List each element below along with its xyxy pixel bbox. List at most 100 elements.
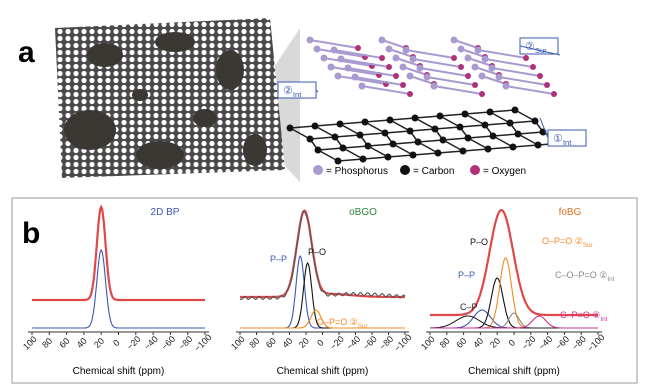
- carbon-atom: [382, 130, 389, 137]
- bond: [418, 140, 443, 142]
- label-subscript: Int: [293, 90, 302, 99]
- phosphorus-atom: [417, 65, 424, 72]
- bond: [468, 136, 493, 138]
- x-tick-label: 60: [454, 336, 468, 350]
- bond: [410, 129, 435, 131]
- bond: [363, 157, 388, 159]
- oxygen-atom: [407, 91, 413, 97]
- spectrum-curve: [32, 207, 205, 300]
- phosphorus-atom: [503, 83, 510, 90]
- legend-marker: [313, 165, 323, 175]
- bond: [360, 133, 385, 135]
- x-axis-label: Chemical shift (ppm): [73, 366, 165, 377]
- x-tick-label: 20: [92, 336, 106, 350]
- carbon-atom: [435, 150, 442, 157]
- oxygen-atom: [465, 73, 471, 79]
- bond: [368, 144, 393, 146]
- plot-title: 2D BP: [151, 207, 180, 218]
- legend-marker: [400, 165, 410, 175]
- label-text: P–O: [308, 247, 326, 257]
- label-text: O–P=O ②: [317, 317, 358, 327]
- peak-annotation: C–P=O ②Int: [560, 310, 608, 323]
- phosphorus-atom: [424, 74, 431, 81]
- bond: [318, 148, 343, 150]
- x-tick-label: 0: [111, 338, 122, 349]
- label-subscript: Int: [563, 138, 572, 147]
- phosphorus-atom: [458, 46, 465, 53]
- phosphorus-atom: [386, 46, 393, 53]
- panel-label: b: [22, 217, 40, 250]
- x-tick-label: 100: [229, 334, 247, 352]
- x-tick-label: −100: [192, 332, 213, 353]
- label-text: C–P=O ②: [560, 310, 600, 320]
- bond: [365, 120, 390, 122]
- phosphorus-atom: [451, 37, 458, 44]
- label-text: O–P=O ②: [542, 236, 583, 246]
- phosphorus-atom: [352, 74, 359, 81]
- bond: [413, 153, 438, 155]
- peak-annotation: C–O–P=O ②Int: [555, 270, 615, 283]
- x-tick-label: −80: [377, 334, 395, 352]
- phosphorus-atom: [328, 64, 335, 71]
- x-tick-label: −20: [520, 334, 538, 352]
- phosphorus-atom: [489, 65, 496, 72]
- carbon-atom: [332, 134, 339, 141]
- carbon-atom: [385, 154, 392, 161]
- carbon-atom: [307, 136, 314, 143]
- bond: [315, 124, 340, 126]
- x-tick-label: −80: [177, 334, 195, 352]
- x-tick-label: 40: [280, 336, 294, 350]
- peak-annotation: O–P=O ②Sur: [542, 236, 593, 249]
- label-text: C–P: [460, 302, 478, 312]
- x-tick-label: −60: [361, 334, 379, 352]
- x-tick-label: 40: [75, 336, 89, 350]
- bond: [463, 149, 488, 151]
- carbon-atom: [465, 135, 472, 142]
- x-tick-label: 80: [40, 336, 54, 350]
- x-tick-label: −60: [159, 334, 177, 352]
- phosphorus-atom: [314, 46, 321, 53]
- carbon-atom: [407, 128, 414, 135]
- x-tick-label: −20: [125, 334, 143, 352]
- phosphorus-atom: [431, 83, 438, 90]
- x-tick-label: 80: [438, 336, 452, 350]
- oxygen-atom: [400, 82, 406, 88]
- phosphorus-atom: [410, 56, 417, 63]
- carbon-atom: [412, 115, 419, 122]
- x-tick-label: 100: [21, 334, 39, 352]
- carbon-atom: [460, 148, 467, 155]
- bond: [340, 122, 365, 124]
- carbon-atom: [482, 122, 489, 129]
- carbon-atom: [390, 141, 397, 148]
- x-tick-label: −100: [585, 332, 606, 353]
- phosphorus-atom: [496, 74, 503, 81]
- carbon-atom: [532, 118, 539, 125]
- legend-entry: = Carbon: [413, 166, 454, 177]
- label-text: C–O–P=O ②: [555, 270, 607, 280]
- label-subscript: Sur: [358, 323, 368, 330]
- peak-annotation: P–O: [308, 247, 326, 257]
- x-tick-label: −40: [142, 334, 160, 352]
- carbon-atom: [485, 146, 492, 153]
- bond: [338, 159, 363, 161]
- oxygen-atom: [355, 45, 361, 51]
- phosphorus-atom: [338, 56, 345, 63]
- phosphorus-atom: [359, 83, 366, 90]
- phosphorus-atom: [345, 65, 352, 72]
- bond: [490, 110, 515, 112]
- oxygen-atom: [386, 64, 392, 70]
- peak-annotation: P–O: [470, 237, 488, 247]
- x-tick-label: 0: [507, 338, 518, 349]
- phosphorus-atom: [331, 47, 338, 54]
- plot-title: oBGO: [349, 207, 377, 218]
- bond: [390, 118, 415, 120]
- phosphorus-atom: [379, 37, 386, 44]
- carbon-atom: [462, 111, 469, 118]
- phosphorus-atom: [465, 55, 472, 62]
- oxygen-atom: [530, 64, 536, 70]
- x-tick-label: −40: [344, 334, 362, 352]
- bond: [485, 123, 510, 125]
- molecule-model: [278, 37, 586, 165]
- x-axis-label: Chemical shift (ppm): [277, 366, 369, 377]
- peak-annotation: P–P: [270, 254, 287, 264]
